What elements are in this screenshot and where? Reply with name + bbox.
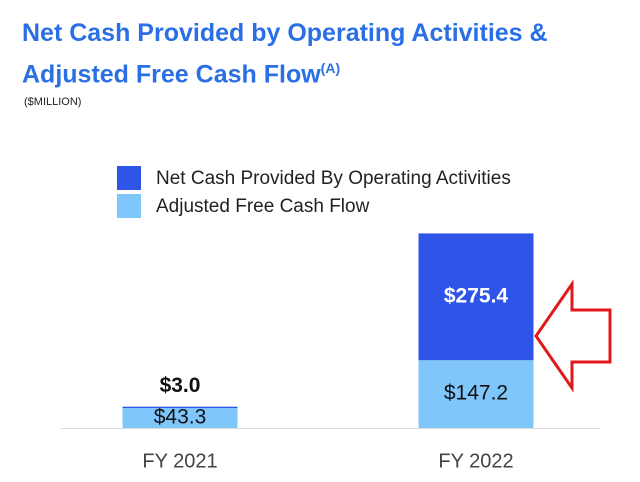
data-label: $43.3 — [154, 406, 207, 429]
legend-label: Adjusted Free Cash Flow — [156, 196, 370, 217]
chart-title: Net Cash Provided by Operating Activitie… — [22, 19, 548, 89]
bar-segment — [418, 233, 534, 361]
x-tick-label: FY 2021 — [142, 450, 217, 472]
x-tick-label: FY 2022 — [438, 450, 513, 472]
arrow — [534, 279, 612, 393]
bar-segment — [418, 360, 534, 428]
legend-swatch — [117, 194, 141, 218]
data-label: $147.2 — [444, 382, 508, 405]
legend-label: Net Cash Provided By Operating Activitie… — [156, 168, 511, 189]
data-label: $275.4 — [444, 284, 509, 307]
title-note: (A) — [320, 60, 341, 76]
bar-segment — [122, 408, 238, 428]
bar-segment — [122, 406, 238, 409]
legend-swatch — [117, 166, 141, 190]
chart-title-block: Net Cash Provided by Operating Activitie… — [22, 16, 612, 92]
chart-subtitle: ($MILLION) — [24, 96, 82, 108]
data-label: $3.0 — [160, 374, 201, 397]
